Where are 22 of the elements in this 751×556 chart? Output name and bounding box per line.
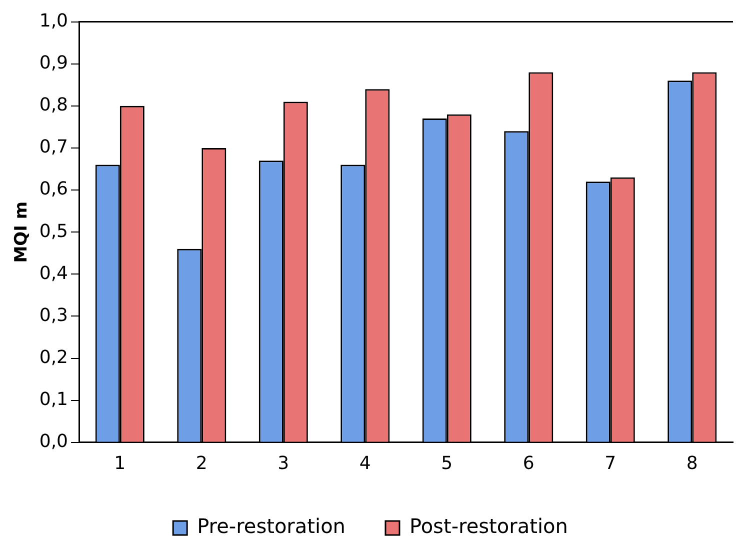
legend-label: Post-restoration	[409, 514, 568, 538]
y-tick-label: 0,9	[39, 52, 68, 74]
y-tick-label: 1,0	[39, 10, 68, 32]
y-tick-label: 0,5	[39, 220, 68, 242]
y-tick-label: 0,7	[39, 136, 68, 158]
y-tick-label: 0,2	[39, 346, 68, 368]
y-tick-label: 0,8	[39, 94, 68, 116]
y-tick-label: 0,1	[39, 389, 68, 410]
y-tick-label: 0,6	[39, 178, 68, 200]
x-tick-label: 1	[114, 452, 126, 474]
y-tick-label: 0,4	[39, 262, 68, 284]
x-tick-label: 8	[686, 452, 698, 474]
y-tick-label: 0,0	[39, 431, 68, 452]
x-tick-label: 6	[522, 452, 534, 474]
y-tick-label: 0,3	[39, 304, 68, 326]
x-tick-label: 4	[359, 452, 371, 474]
x-tick-label: 7	[604, 452, 616, 474]
legend-label: Pre-restoration	[197, 514, 346, 538]
x-tick-label: 5	[441, 452, 453, 474]
x-tick-label: 2	[196, 452, 208, 474]
y-axis-title: MQI m	[12, 201, 32, 263]
x-tick-label: 3	[278, 452, 290, 474]
